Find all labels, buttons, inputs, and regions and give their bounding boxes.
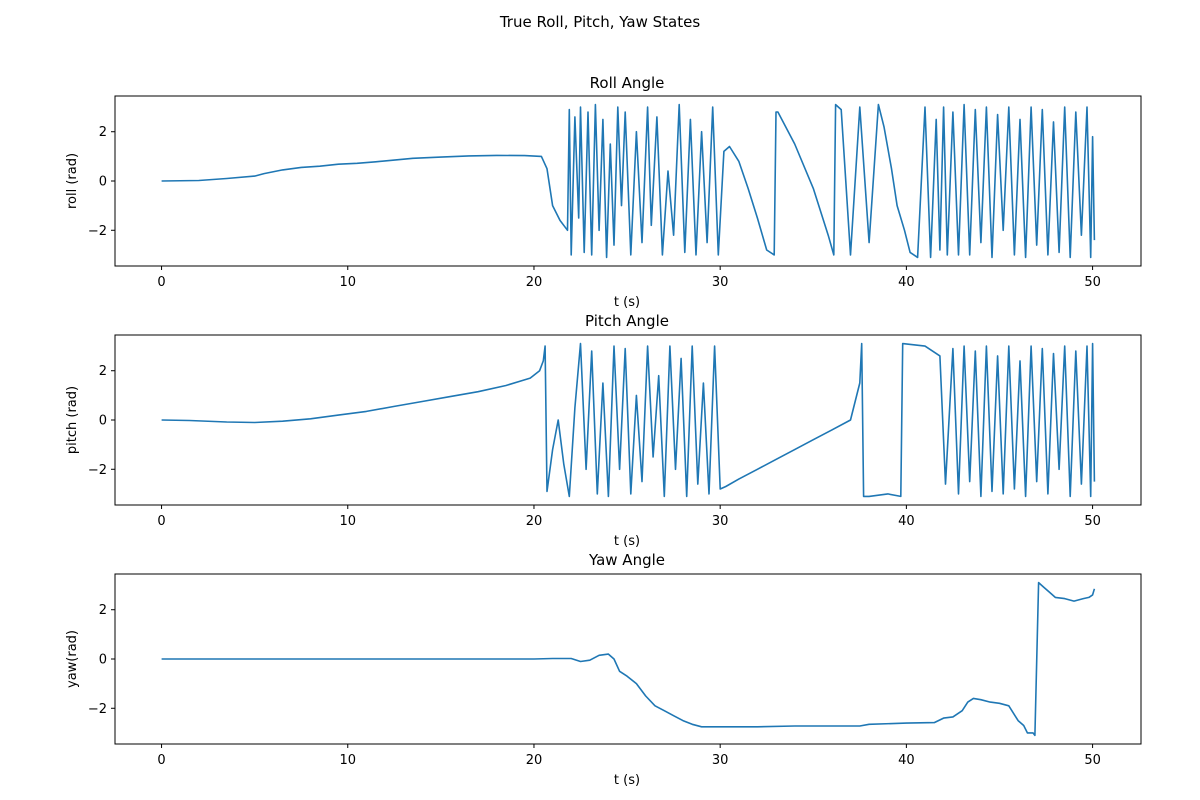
roll-x-tick-label: 40: [898, 275, 915, 290]
roll-plot-area: [161, 103, 1096, 259]
pitch-axes-frame: [114, 334, 1142, 506]
yaw-y-axis-label: yaw(rad): [65, 630, 80, 688]
roll-y-tick-label: 0: [99, 175, 107, 190]
pitch-x-tick-label: 30: [712, 514, 729, 529]
pitch-series-line: [161, 342, 1096, 498]
yaw-axis-ticks: 0 10 20 30 40 50 −2 0 2: [88, 603, 1101, 768]
roll-y-tick-label: −2: [88, 224, 107, 239]
roll-axis-ticks: 0 10 20 30 40 50 −2 0 2: [88, 125, 1101, 290]
roll-subplot-title: Roll Angle: [590, 74, 665, 92]
yaw-x-axis-label: t (s): [614, 773, 640, 788]
pitch-y-tick-label: 0: [99, 414, 107, 429]
roll-x-tick-label: 30: [712, 275, 729, 290]
roll-y-axis-label: roll (rad): [65, 153, 80, 209]
roll-x-axis-label: t (s): [614, 295, 640, 310]
pitch-subplot: Pitch Angle t (s) pitch (rad) 0 10 20 30 40 5…: [65, 312, 1142, 549]
yaw-y-tick-label: 0: [99, 653, 107, 668]
pitch-x-axis-label: t (s): [614, 534, 640, 549]
yaw-x-tick-label: 0: [157, 753, 165, 768]
roll-x-tick-label: 20: [526, 275, 543, 290]
yaw-x-tick-label: 30: [712, 753, 729, 768]
pitch-x-tick-label: 40: [898, 514, 915, 529]
yaw-series-line: [161, 581, 1096, 737]
roll-x-tick-label: 50: [1084, 275, 1101, 290]
yaw-axes-frame: [114, 573, 1142, 745]
yaw-y-tick-label: −2: [88, 702, 107, 717]
figure-title: True Roll, Pitch, Yaw States: [499, 13, 701, 31]
yaw-subplot-title: Yaw Angle: [588, 551, 665, 569]
roll-x-tick-label: 0: [157, 275, 165, 290]
pitch-x-tick-label: 20: [526, 514, 543, 529]
yaw-x-tick-label: 40: [898, 753, 915, 768]
pitch-x-tick-label: 0: [157, 514, 165, 529]
yaw-plot-area: [161, 581, 1096, 737]
yaw-x-tick-label: 20: [526, 753, 543, 768]
yaw-x-tick-label: 50: [1084, 753, 1101, 768]
roll-axes-frame: [114, 95, 1142, 267]
pitch-y-tick-label: −2: [88, 463, 107, 478]
pitch-axis-ticks: 0 10 20 30 40 50 −2 0 2: [88, 364, 1101, 529]
pitch-x-tick-label: 50: [1084, 514, 1101, 529]
yaw-y-tick-label: 2: [99, 603, 107, 618]
pitch-subplot-title: Pitch Angle: [585, 312, 669, 330]
yaw-x-tick-label: 10: [339, 753, 356, 768]
roll-x-tick-label: 10: [339, 275, 356, 290]
roll-y-tick-label: 2: [99, 125, 107, 140]
pitch-y-axis-label: pitch (rad): [65, 386, 80, 454]
pitch-plot-area: [161, 342, 1096, 498]
roll-subplot: Roll Angle t (s) roll (rad) 0 10 20 30 40 50−…: [65, 74, 1142, 310]
pitch-y-tick-label: 2: [99, 364, 107, 379]
yaw-subplot: Yaw Angle t (s) yaw(rad) 0 10 20 30 40 50 −2 0 2: [65, 551, 1142, 788]
roll-series-line: [161, 103, 1096, 259]
pitch-x-tick-label: 10: [339, 514, 356, 529]
